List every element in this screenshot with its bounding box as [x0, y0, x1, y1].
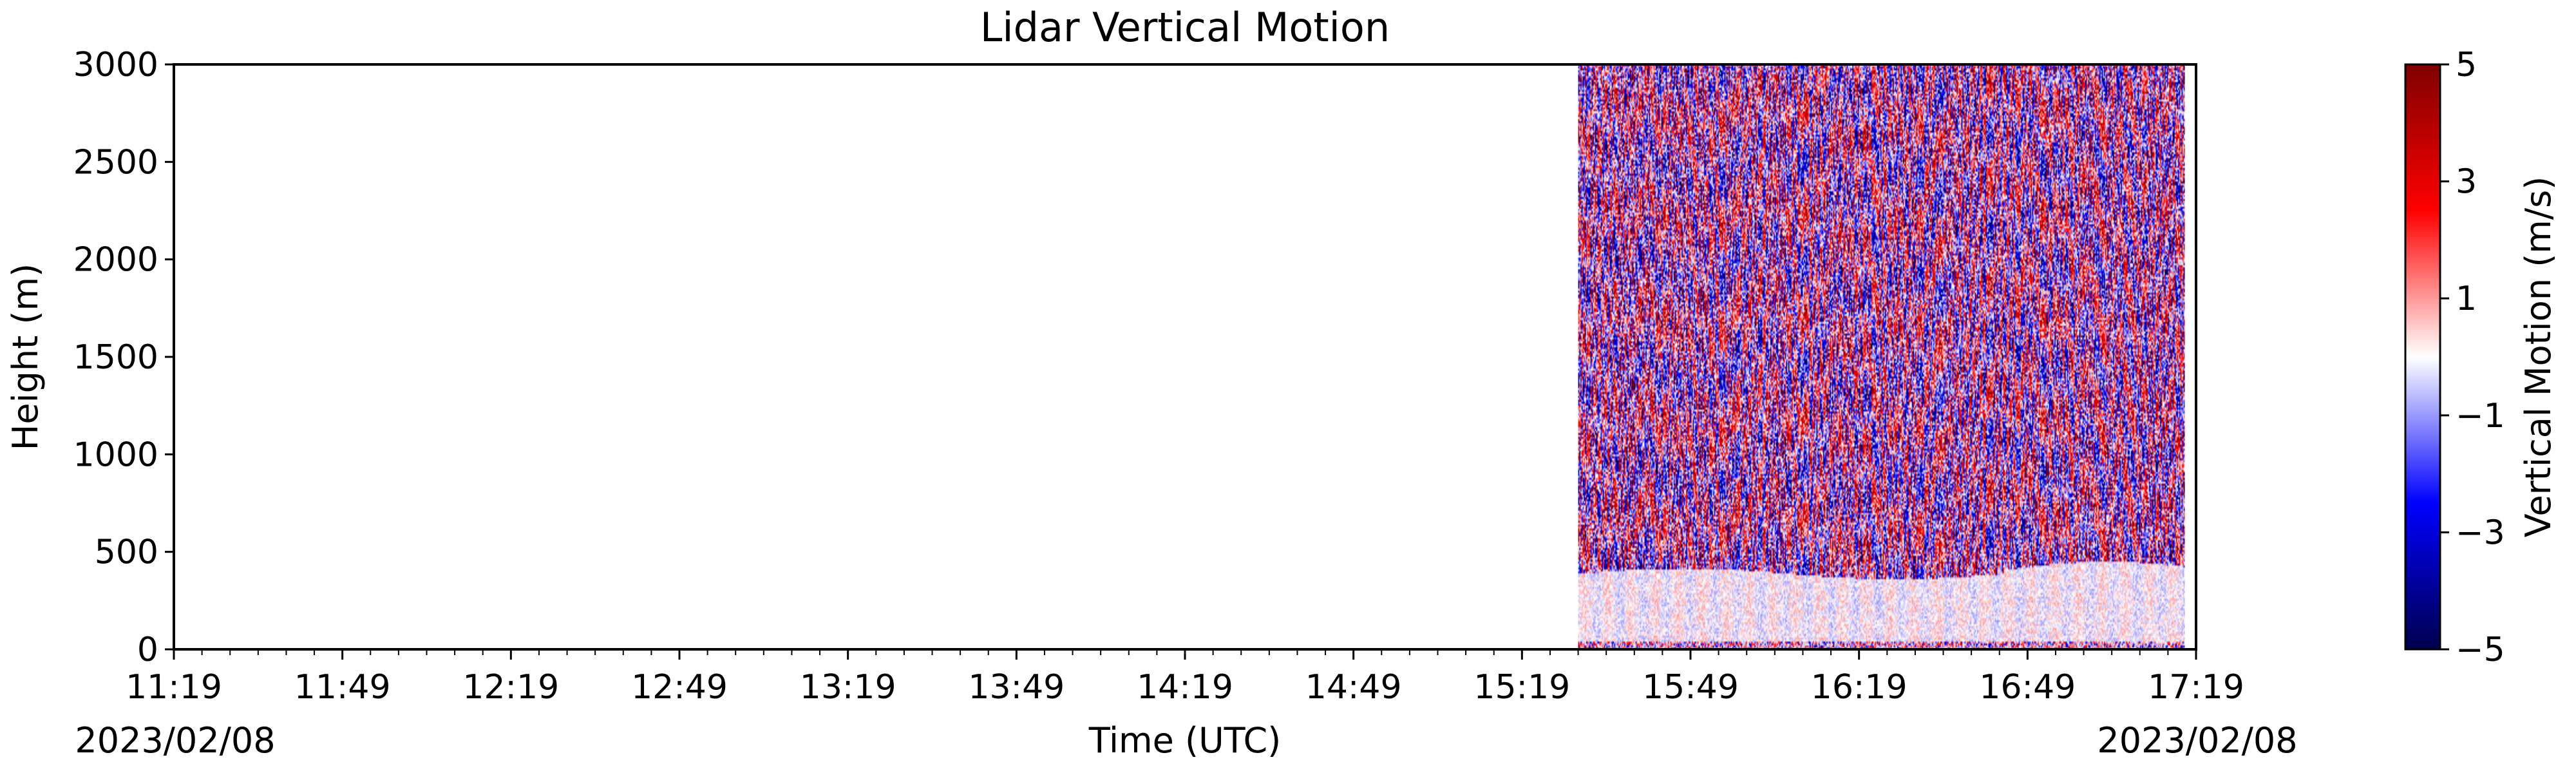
heatmap-area [1578, 64, 2185, 649]
y-axis: 0 500 1000 1500 2000 2500 3000 [73, 46, 174, 669]
x-tick-label: 16:49 [1979, 668, 2076, 707]
x-tick-label: 16:19 [1811, 668, 1908, 707]
x-tick-label: 12:19 [462, 668, 559, 707]
x-tick-label: 13:19 [800, 668, 896, 707]
chart-title: Lidar Vertical Motion [980, 4, 1390, 51]
y-tick-label: 0 [137, 631, 158, 669]
y-tick-label: 3000 [73, 46, 158, 84]
y-tick-label: 500 [95, 533, 158, 572]
colorbar-tick-label: −3 [2456, 513, 2505, 552]
y-tick-label: 2500 [73, 143, 158, 182]
colorbar-ticks: 5 3 1 −1 −3 −5 [2440, 46, 2505, 669]
y-tick-label: 2000 [73, 241, 158, 280]
x-tick-label: 15:49 [1642, 668, 1739, 707]
y-tick-label: 1000 [73, 435, 158, 474]
heatmap-image [1578, 64, 2185, 649]
x-tick-label: 11:19 [126, 668, 222, 707]
colorbar-tick-label: 3 [2456, 163, 2477, 202]
x-axis-label: Time (UTC) [1088, 720, 1282, 761]
y-axis-label: Height (m) [5, 263, 46, 450]
colorbar-tick-label: 1 [2456, 280, 2477, 318]
x-tick-label: 14:19 [1137, 668, 1233, 707]
x-tick-label: 12:49 [631, 668, 728, 707]
x-tick-label: 11:49 [294, 668, 391, 707]
x-tick-label: 14:49 [1305, 668, 1402, 707]
x-date-right: 2023/02/08 [2097, 720, 2297, 761]
colorbar [2404, 63, 2441, 651]
x-tick-label: 15:19 [1473, 668, 1570, 707]
x-tick-label: 17:19 [2148, 668, 2244, 707]
x-date-left: 2023/02/08 [75, 720, 275, 761]
colorbar-label: Vertical Motion (m/s) [2518, 177, 2559, 538]
colorbar-tick-label: −1 [2456, 397, 2505, 435]
x-axis: 11:19 11:49 12:19 12:49 13:19 13:49 14:19 14:49… [126, 649, 2244, 707]
colorbar-tick-label: 5 [2456, 46, 2477, 84]
colorbar-tick-label: −5 [2456, 631, 2505, 669]
x-tick-label: 13:49 [968, 668, 1065, 707]
y-tick-label: 1500 [73, 338, 158, 377]
